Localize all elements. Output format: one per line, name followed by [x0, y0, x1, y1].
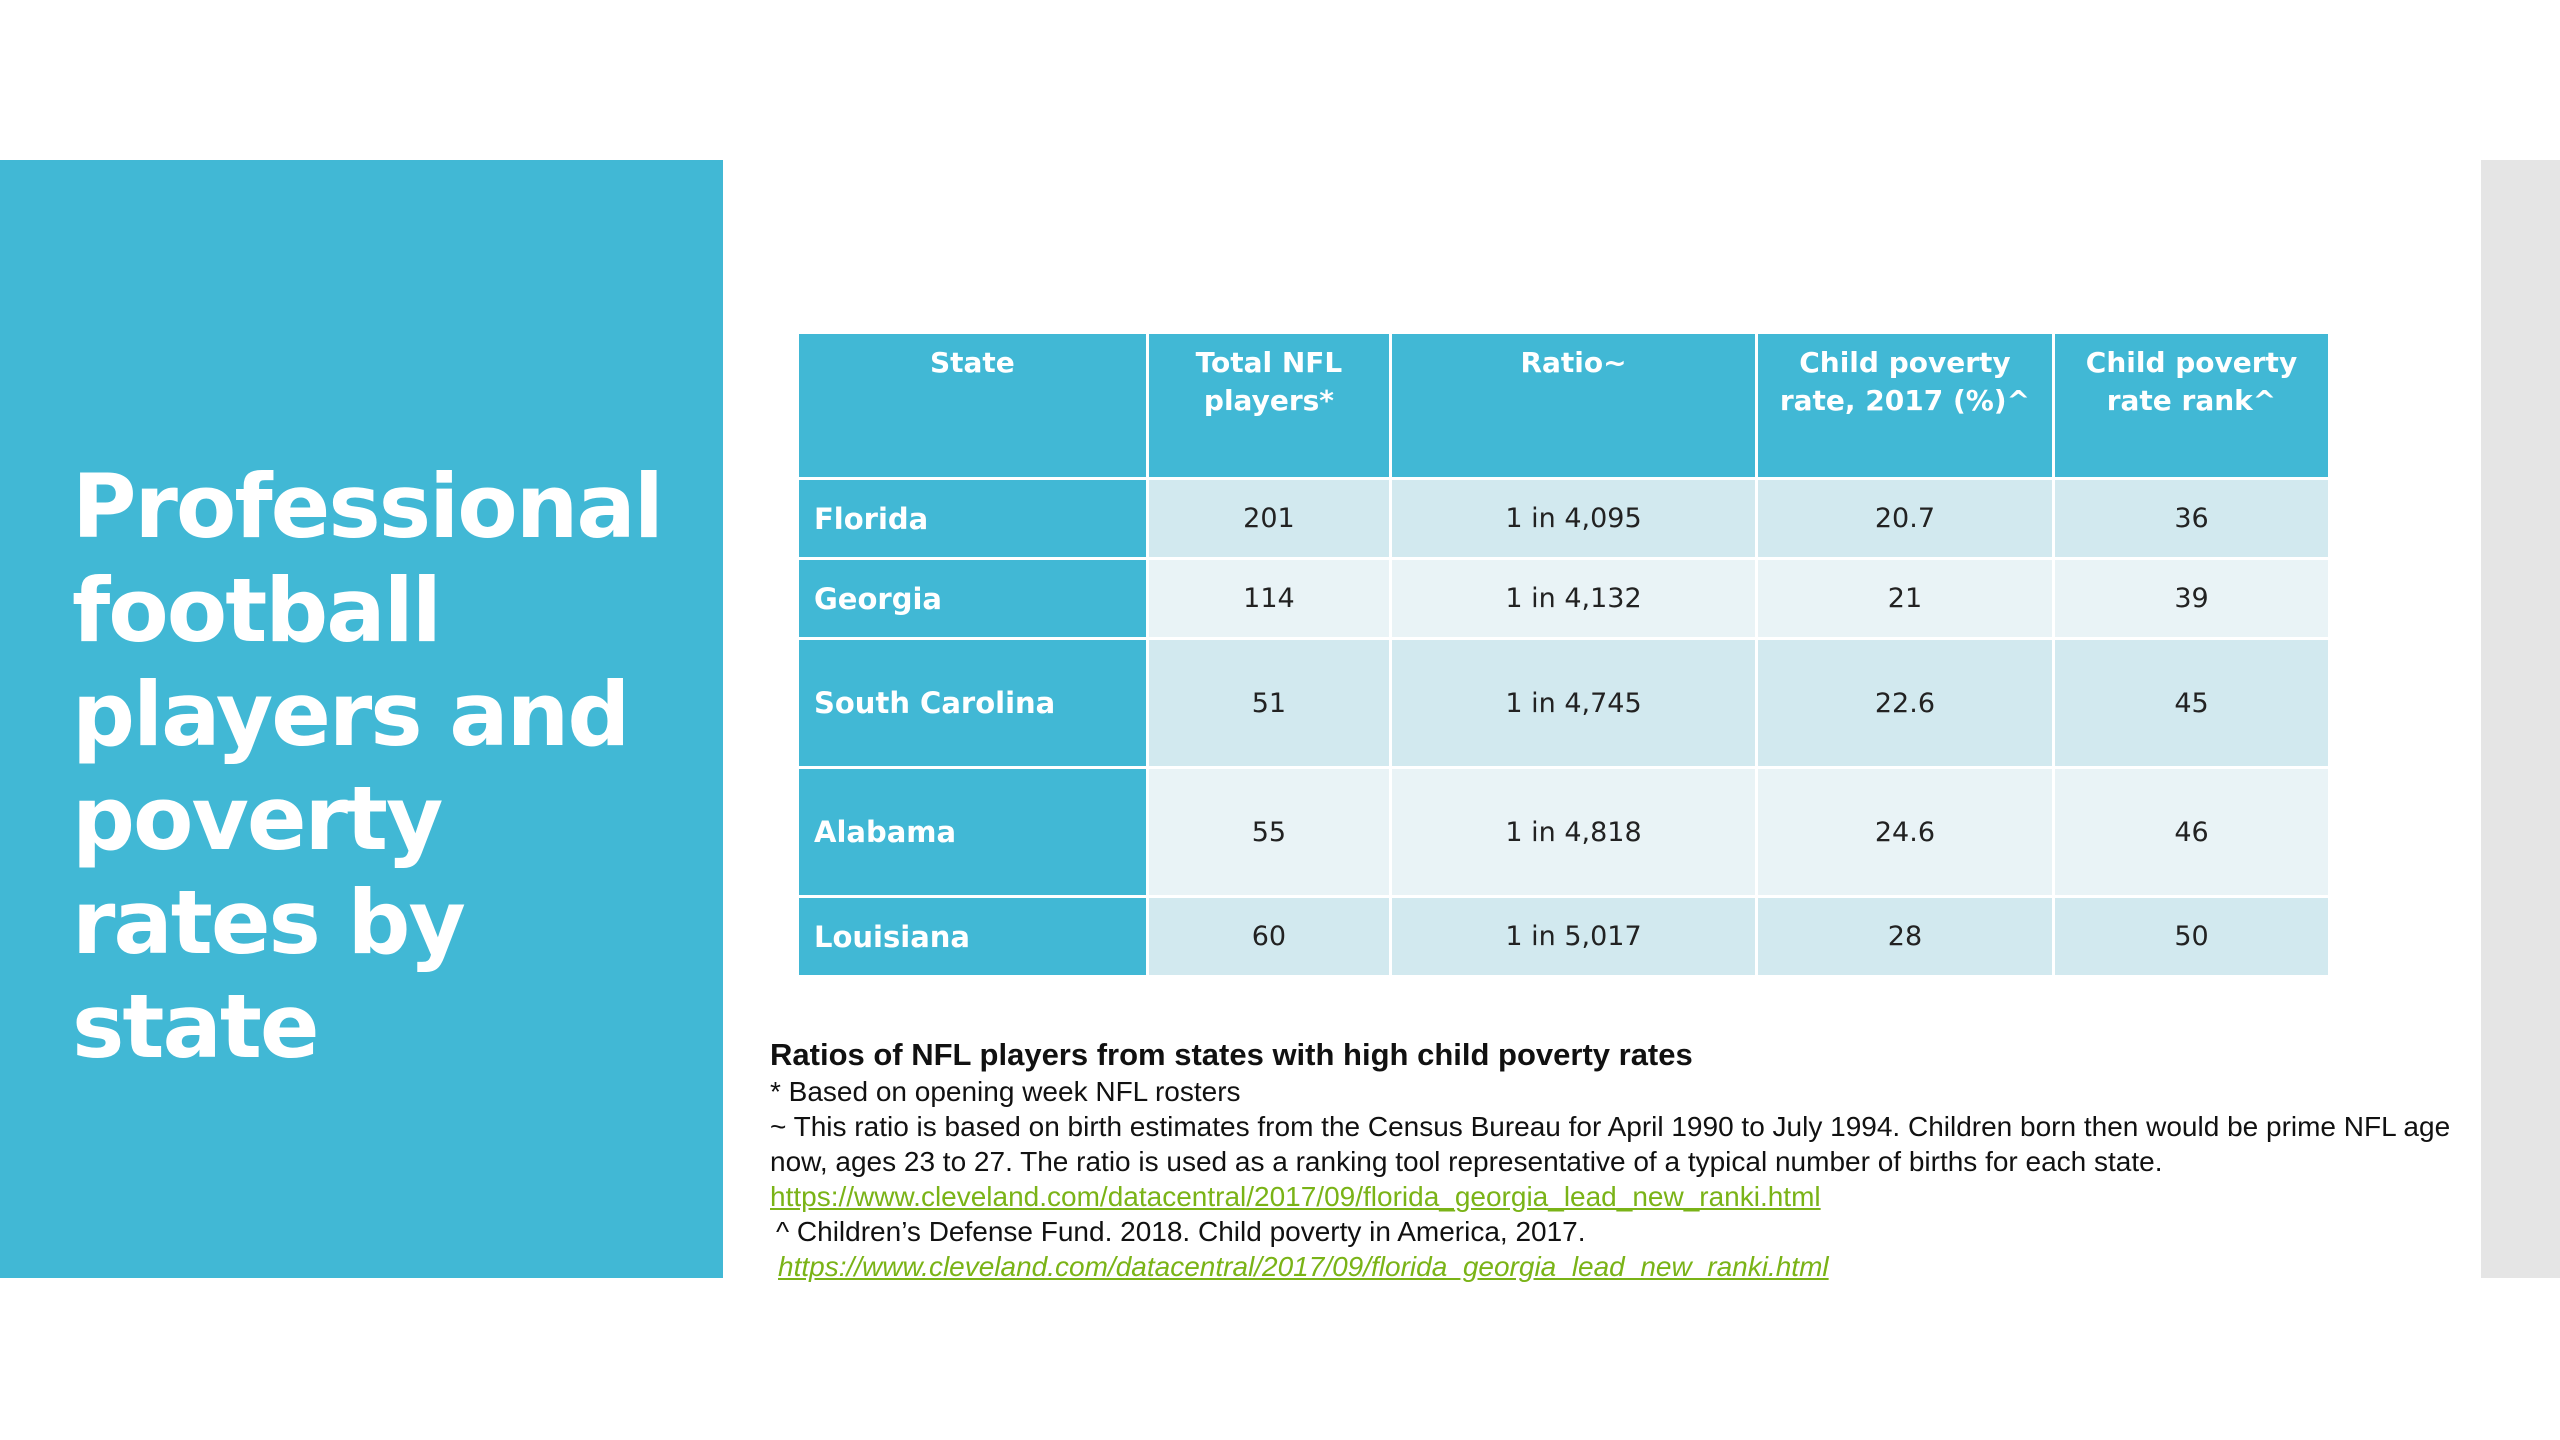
title-panel	[0, 160, 723, 1278]
poverty-rank-cell: 46	[2055, 769, 2328, 895]
players-cell: 55	[1148, 769, 1390, 895]
state-cell: South Carolina	[799, 640, 1146, 766]
ratio-cell: 1 in 5,017	[1392, 898, 1755, 975]
state-cell: Alabama	[799, 769, 1146, 895]
source-link-2[interactable]: https://www.cleveland.com/datacentral/20…	[778, 1251, 1829, 1282]
poverty-rate-cell: 28	[1757, 898, 2052, 975]
players-cell: 114	[1148, 560, 1390, 637]
table-header-row: State Total NFL players* Ratio~ Child po…	[799, 334, 2328, 477]
table-row: Florida 201 1 in 4,095 20.7 36	[799, 480, 2328, 557]
state-cell: Louisiana	[799, 898, 1146, 975]
state-cell: Florida	[799, 480, 1146, 557]
footnote-title: Ratios of NFL players from states with h…	[770, 1037, 1693, 1072]
side-strip	[2481, 160, 2560, 1278]
ratio-cell: 1 in 4,095	[1392, 480, 1755, 557]
table-row: Louisiana 60 1 in 5,017 28 50	[799, 898, 2328, 975]
header-poverty-rate: Child poverty rate, 2017 (%)^	[1757, 334, 2052, 477]
header-ratio: Ratio~	[1392, 334, 1755, 477]
header-state: State	[799, 334, 1146, 477]
poverty-rank-cell: 36	[2055, 480, 2328, 557]
state-cell: Georgia	[799, 560, 1146, 637]
poverty-rate-cell: 20.7	[1757, 480, 2052, 557]
footnote-star: * Based on opening week NFL rosters	[770, 1076, 1241, 1107]
source-link-1[interactable]: https://www.cleveland.com/datacentral/20…	[770, 1181, 1821, 1212]
footnote-caret: ^ Children’s Defense Fund. 2018. Child p…	[776, 1216, 1586, 1247]
poverty-rate-cell: 24.6	[1757, 769, 2052, 895]
players-cell: 60	[1148, 898, 1390, 975]
poverty-rate-cell: 22.6	[1757, 640, 2052, 766]
table-row: Georgia 114 1 in 4,132 21 39	[799, 560, 2328, 637]
poverty-rank-cell: 45	[2055, 640, 2328, 766]
players-cell: 201	[1148, 480, 1390, 557]
ratio-cell: 1 in 4,132	[1392, 560, 1755, 637]
ratio-cell: 1 in 4,745	[1392, 640, 1755, 766]
footnotes: Ratios of NFL players from states with h…	[770, 1036, 2490, 1284]
poverty-rank-cell: 50	[2055, 898, 2328, 975]
header-total-players: Total NFL players*	[1148, 334, 1390, 477]
footnote-tilde: ~ This ratio is based on birth estimates…	[770, 1111, 2451, 1177]
ratio-cell: 1 in 4,818	[1392, 769, 1755, 895]
data-table: State Total NFL players* Ratio~ Child po…	[796, 331, 2331, 978]
table-row: Alabama 55 1 in 4,818 24.6 46	[799, 769, 2328, 895]
poverty-rate-cell: 21	[1757, 560, 2052, 637]
poverty-rank-cell: 39	[2055, 560, 2328, 637]
slide-title: Professional football players and povert…	[72, 455, 664, 1078]
header-poverty-rank: Child poverty rate rank^	[2055, 334, 2328, 477]
players-cell: 51	[1148, 640, 1390, 766]
table-row: South Carolina 51 1 in 4,745 22.6 45	[799, 640, 2328, 766]
